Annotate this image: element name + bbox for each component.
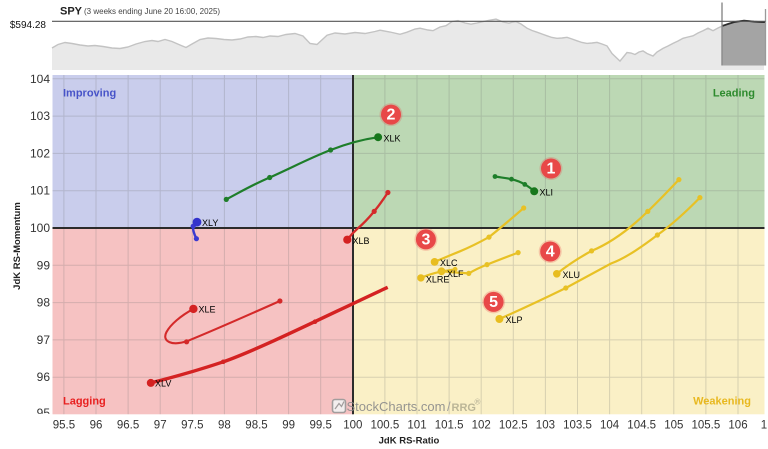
svg-text:99.5: 99.5 [310, 420, 332, 432]
svg-text:99: 99 [282, 420, 295, 432]
svg-text:104: 104 [600, 420, 620, 432]
svg-text:4: 4 [546, 244, 555, 261]
svg-text:98.5: 98.5 [245, 420, 267, 432]
svg-text:105.5: 105.5 [692, 420, 721, 432]
svg-text:98: 98 [218, 420, 231, 432]
svg-text:/: / [447, 399, 451, 414]
svg-text:98: 98 [37, 296, 51, 310]
svg-text:XLU: XLU [563, 270, 581, 280]
svg-text:100: 100 [30, 221, 50, 235]
svg-text:5: 5 [489, 294, 498, 311]
svg-text:101: 101 [407, 420, 426, 432]
svg-text:XLP: XLP [506, 315, 523, 325]
svg-text:102: 102 [30, 146, 50, 160]
svg-text:JdK RS-Ratio: JdK RS-Ratio [379, 436, 440, 447]
svg-text:106: 106 [728, 420, 747, 432]
svg-text:100.5: 100.5 [371, 420, 400, 432]
svg-text:101.5: 101.5 [435, 420, 464, 432]
svg-text:101: 101 [30, 184, 50, 198]
svg-text:102.5: 102.5 [499, 420, 528, 432]
svg-text:RRG: RRG [452, 402, 476, 414]
svg-text:XLE: XLE [199, 305, 216, 315]
svg-text:XLI: XLI [540, 188, 554, 198]
svg-text:103: 103 [536, 420, 555, 432]
svg-text:XLB: XLB [353, 236, 370, 246]
svg-text:(3 weeks ending June 20 16:00,: (3 weeks ending June 20 16:00, 2025) [84, 7, 220, 16]
svg-text:96: 96 [37, 370, 51, 384]
svg-text:96.5: 96.5 [117, 420, 139, 432]
svg-text:2: 2 [387, 107, 396, 124]
svg-text:97: 97 [154, 420, 167, 432]
svg-text:XLY: XLY [202, 218, 218, 228]
svg-text:Leading: Leading [713, 88, 755, 100]
svg-text:3: 3 [421, 231, 430, 248]
svg-text:100: 100 [343, 420, 362, 432]
svg-text:XLK: XLK [384, 134, 401, 144]
svg-text:97: 97 [37, 333, 51, 347]
svg-text:104.5: 104.5 [627, 420, 656, 432]
svg-text:96: 96 [90, 420, 103, 432]
svg-text:1: 1 [761, 420, 767, 432]
svg-text:99: 99 [37, 258, 51, 272]
svg-text:SPY: SPY [60, 6, 83, 18]
svg-text:XLC: XLC [440, 258, 458, 268]
svg-text:1: 1 [547, 161, 556, 178]
svg-text:105: 105 [664, 420, 683, 432]
svg-text:Weakening: Weakening [693, 396, 751, 408]
svg-text:®: ® [475, 398, 481, 407]
svg-text:104: 104 [30, 72, 50, 86]
svg-text:95: 95 [37, 406, 51, 420]
svg-text:103.5: 103.5 [563, 420, 592, 432]
svg-text:$594.28: $594.28 [10, 20, 47, 31]
svg-text:102: 102 [472, 420, 491, 432]
svg-text:XLRE: XLRE [426, 275, 450, 285]
svg-text:Improving: Improving [63, 88, 116, 100]
svg-text:103: 103 [30, 109, 50, 123]
svg-text:97.5: 97.5 [181, 420, 203, 432]
svg-text:XLV: XLV [155, 379, 171, 389]
svg-text:XLF: XLF [447, 269, 464, 279]
svg-text:JdK RS-Momentum: JdK RS-Momentum [12, 202, 23, 290]
svg-text:95.5: 95.5 [53, 420, 75, 432]
svg-text:StockCharts.com: StockCharts.com [347, 399, 446, 414]
svg-text:Lagging: Lagging [63, 396, 106, 408]
